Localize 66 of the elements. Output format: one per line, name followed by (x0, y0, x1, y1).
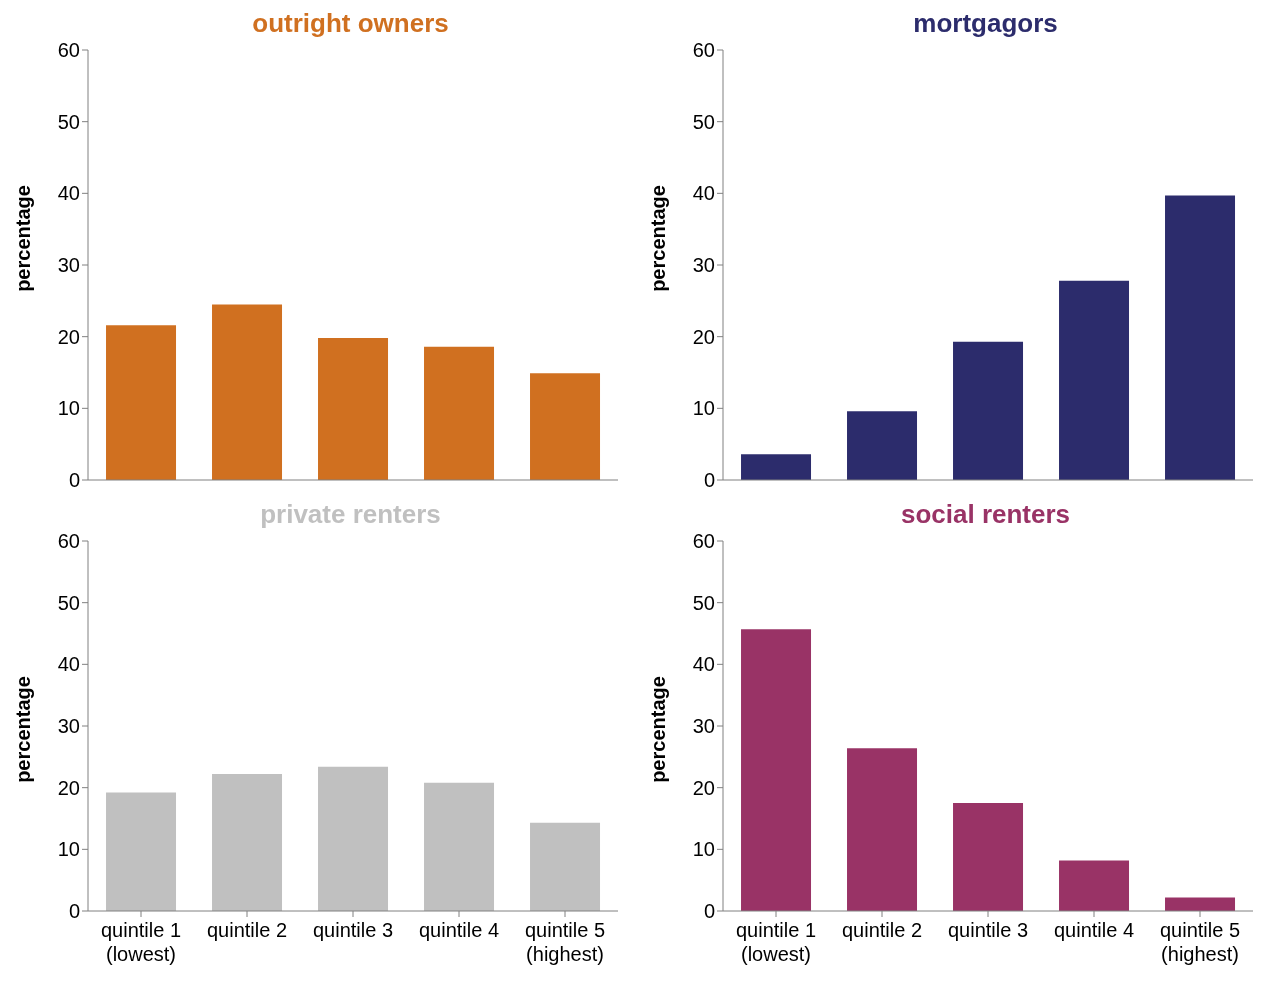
y-tick-label: 60 (57, 530, 80, 553)
bar (530, 373, 601, 480)
chart-title: outright owners (251, 8, 450, 40)
x-tick-label: quintile 5 (highest) (524, 919, 606, 965)
y-tick-label: 10 (57, 397, 80, 420)
y-tick-label: 20 (57, 776, 80, 799)
x-tick-label: quintile 1 (lowest) (100, 919, 182, 965)
x-tick-label: quintile 2 (206, 919, 288, 941)
chart-title: private renters (259, 499, 442, 531)
y-axis-title: percentage (11, 675, 35, 783)
x-tick-label: quintile 5 (highest) (1159, 919, 1241, 965)
bar (1165, 195, 1236, 480)
bar (318, 766, 389, 911)
y-tick-label: 50 (57, 591, 80, 614)
bar (1059, 860, 1130, 911)
y-tick-label: 20 (57, 325, 80, 348)
bar (212, 304, 283, 480)
bar (1059, 280, 1130, 480)
y-tick-label: 0 (68, 900, 80, 923)
y-tick-label: 50 (692, 110, 715, 133)
y-tick-label: 30 (57, 715, 80, 738)
y-tick-label: 20 (692, 776, 715, 799)
y-tick-label: 60 (692, 39, 715, 62)
y-tick-label: 40 (692, 182, 715, 205)
bar (1165, 897, 1236, 911)
bar (847, 748, 918, 911)
bar (953, 803, 1024, 911)
chart-title: mortgagors (912, 8, 1059, 40)
x-tick-label: quintile 1 (lowest) (735, 919, 817, 965)
bar (847, 411, 918, 480)
bar (212, 774, 283, 911)
bar (424, 782, 495, 911)
bar (106, 792, 177, 911)
y-tick-label: 10 (692, 397, 715, 420)
y-tick-label: 40 (57, 182, 80, 205)
y-tick-label: 0 (703, 469, 715, 492)
x-tick-label: quintile 4 (418, 919, 500, 941)
y-tick-label: 10 (692, 838, 715, 861)
y-axis-title: percentage (646, 675, 670, 783)
bar (741, 454, 812, 480)
bar (530, 822, 601, 911)
bar (953, 341, 1024, 480)
bar (318, 338, 389, 480)
y-tick-label: 40 (57, 653, 80, 676)
y-tick-label: 30 (692, 254, 715, 277)
y-tick-label: 30 (692, 715, 715, 738)
y-tick-label: 30 (57, 254, 80, 277)
x-tick-label: quintile 3 (947, 919, 1029, 941)
x-tick-label: quintile 2 (841, 919, 923, 941)
y-tick-label: 20 (692, 325, 715, 348)
bar (424, 346, 495, 480)
x-tick-label: quintile 4 (1053, 919, 1135, 941)
y-tick-label: 50 (692, 591, 715, 614)
bar (106, 325, 177, 480)
y-tick-label: 60 (692, 530, 715, 553)
y-tick-label: 60 (57, 39, 80, 62)
bar (741, 629, 812, 911)
y-tick-label: 0 (703, 900, 715, 923)
x-tick-label: quintile 3 (312, 919, 394, 941)
y-axis-title: percentage (11, 184, 35, 292)
y-tick-label: 50 (57, 110, 80, 133)
y-axis-title: percentage (646, 184, 670, 292)
y-tick-label: 40 (692, 653, 715, 676)
chart-title: social renters (899, 499, 1072, 531)
y-tick-label: 0 (68, 469, 80, 492)
y-tick-label: 10 (57, 838, 80, 861)
